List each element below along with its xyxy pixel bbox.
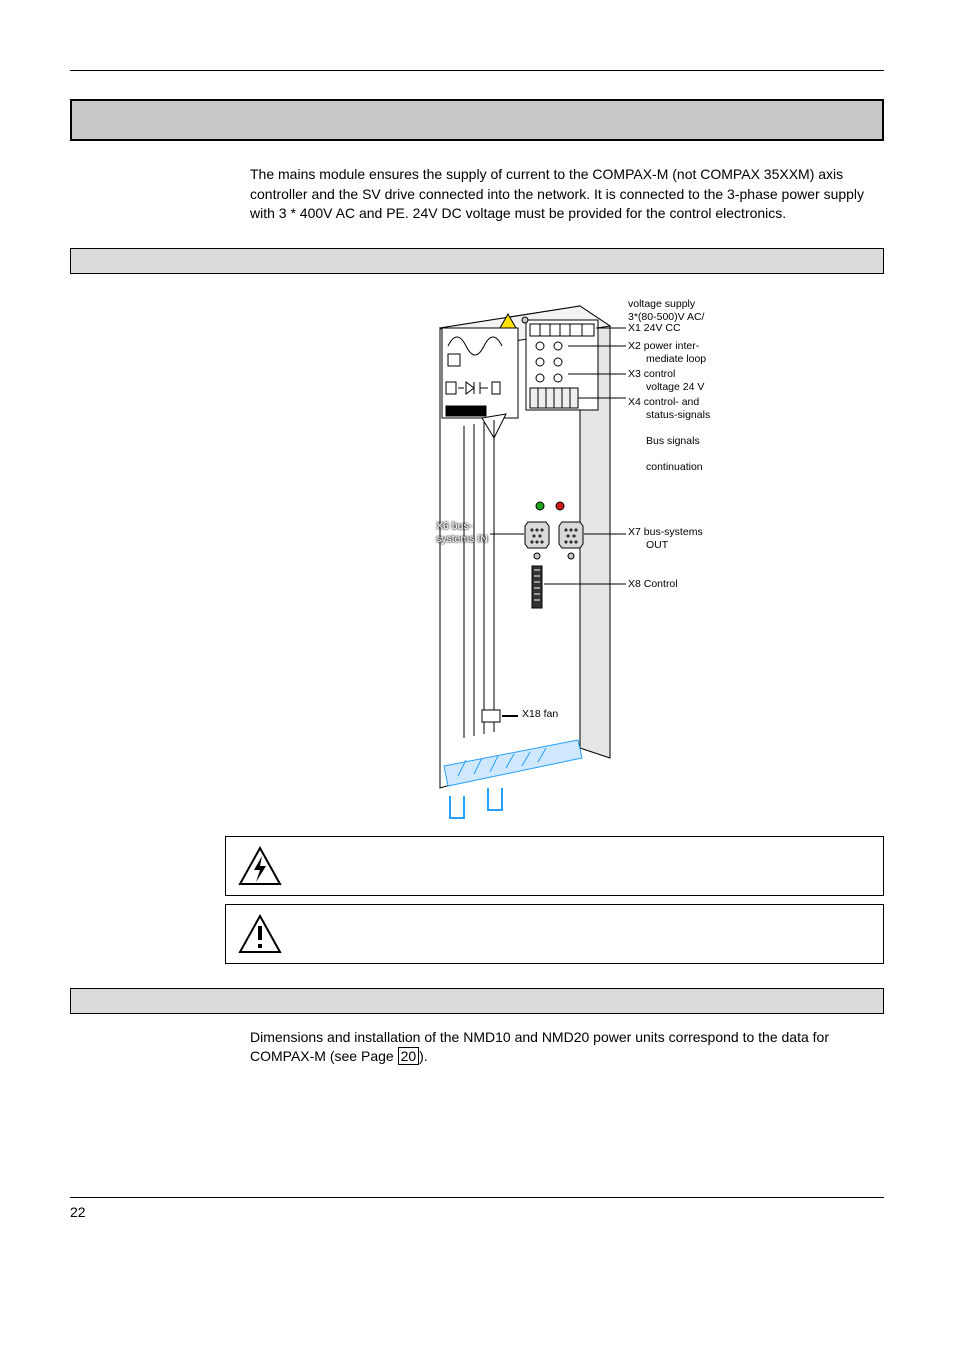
mains-module-diagram: voltage supply 3*(80-500)V AC/ X1 24V CC… <box>70 288 884 828</box>
footer: 22 <box>70 1197 884 1220</box>
section-banner <box>70 99 884 141</box>
sub-banner-overview <box>70 248 884 274</box>
callout-x7: X7 bus-systems OUT <box>628 526 703 552</box>
callout-x18: X18 fan <box>522 708 558 721</box>
warning-box-voltage <box>225 836 884 896</box>
callout-x8: X8 Control <box>628 578 678 591</box>
warning-box-general <box>225 904 884 964</box>
top-rule <box>70 70 884 71</box>
callout-x3: X3 control voltage 24 V <box>628 368 704 394</box>
high-voltage-icon <box>238 846 282 886</box>
callout-x4: X4 control- and status-signals Bus signa… <box>628 396 710 475</box>
callout-x2: X2 power inter- mediate loop <box>628 340 706 366</box>
page-ref-link[interactable]: 20 <box>398 1047 420 1065</box>
callout-x6: X6 bus- systems IN <box>436 520 488 546</box>
callout-x1: X1 24V CC <box>628 322 681 335</box>
callout-voltage-supply: voltage supply 3*(80-500)V AC/ <box>628 298 704 324</box>
sub-banner-dimensions <box>70 988 884 1014</box>
dimensions-paragraph: Dimensions and installation of the NMD10… <box>250 1028 884 1067</box>
module-svg <box>70 288 884 828</box>
intro-paragraph: The mains module ensures the supply of c… <box>250 165 884 224</box>
caution-icon <box>238 914 282 954</box>
page-number: 22 <box>70 1204 86 1220</box>
